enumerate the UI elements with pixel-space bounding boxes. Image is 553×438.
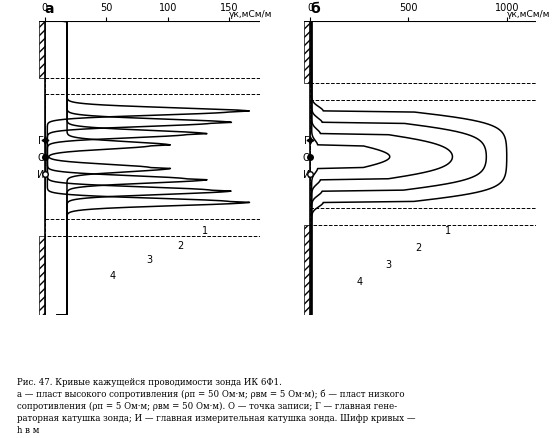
Text: 1: 1 [201, 226, 208, 236]
Text: 3: 3 [386, 260, 392, 269]
Text: Рис. 47. Кривые кажущейся проводимости зонда ИК 6Ф1.
а — пласт высокого сопротив: Рис. 47. Кривые кажущейся проводимости з… [17, 377, 415, 434]
Text: И: И [38, 169, 45, 179]
Text: И: И [303, 169, 310, 179]
Text: 4: 4 [109, 271, 116, 281]
Text: Г: Г [304, 135, 310, 145]
Text: 3: 3 [146, 254, 153, 264]
Text: а: а [45, 2, 54, 16]
Text: O: O [302, 152, 310, 162]
Text: 1: 1 [445, 226, 451, 236]
Text: 4: 4 [356, 276, 362, 286]
Text: O: O [38, 152, 45, 162]
Text: γк,мСм/м: γк,мСм/м [229, 10, 273, 18]
Text: б: б [310, 2, 320, 16]
Text: 2: 2 [415, 243, 421, 253]
Text: Г: Г [38, 135, 44, 145]
Text: γк,мСм/м: γк,мСм/м [507, 10, 550, 18]
Text: 2: 2 [177, 240, 183, 251]
